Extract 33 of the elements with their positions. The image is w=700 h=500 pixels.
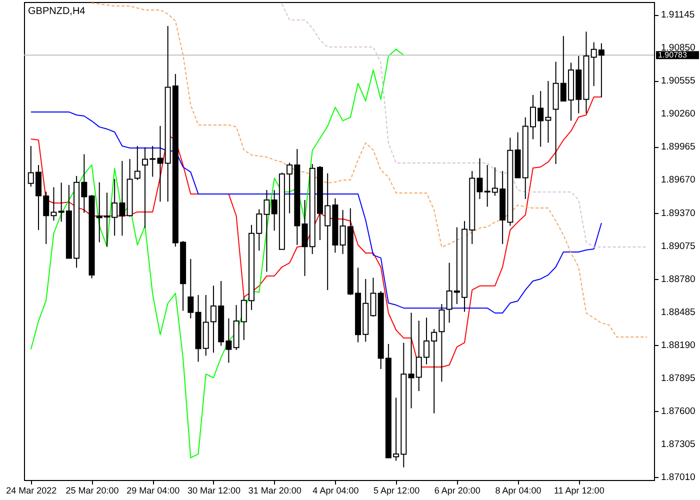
x-tick-label: 6 Apr 20:00 — [434, 486, 480, 496]
candlestick — [134, 145, 140, 180]
y-tick-label: 1.87600 — [661, 406, 696, 418]
y-tick-label: 1.88190 — [661, 340, 696, 352]
x-tick-label: 24 Mar 2022 — [6, 486, 57, 496]
x-tick-label: 8 Apr 04:00 — [495, 486, 542, 496]
chart-title: GBPNZD,H4 — [28, 6, 86, 17]
x-tick-label: 5 Apr 12:00 — [374, 486, 420, 496]
y-tick-label: 1.89965 — [661, 142, 696, 153]
y-tick-label: 1.91145 — [661, 10, 695, 21]
line-series — [91, 2, 648, 338]
x-tick-label: 4 Apr 04:00 — [312, 486, 359, 496]
y-tick-label: 1.90555 — [661, 76, 696, 87]
line-series — [30, 48, 404, 458]
candlestick — [188, 258, 194, 319]
y-tick-label: 1.87010 — [661, 472, 696, 484]
x-tick-label: 31 Mar 20:00 — [248, 486, 302, 496]
line-series — [281, 4, 648, 248]
y-tick-label: 1.87305 — [661, 439, 696, 450]
y-tick-label: 1.88485 — [661, 307, 696, 318]
x-tick-label: 29 Mar 04:00 — [126, 486, 180, 496]
x-tick-label: 30 Mar 12:00 — [187, 486, 240, 496]
candlestick — [438, 304, 445, 382]
y-tick-label: 1.89075 — [661, 241, 696, 252]
line-series — [30, 111, 602, 314]
y-tick-label: 1.89670 — [661, 174, 696, 186]
ref-line-label: 1.90783 — [658, 50, 688, 60]
y-tick-label: 1.90260 — [661, 108, 696, 120]
x-tick-label: 25 Mar 20:00 — [66, 486, 119, 496]
y-tick-label: 1.87895 — [661, 373, 696, 384]
y-tick-label: 1.89370 — [661, 208, 696, 220]
y-tick-label: 1.88780 — [661, 274, 696, 286]
x-tick-label: 11 Apr 12:00 — [554, 486, 604, 496]
